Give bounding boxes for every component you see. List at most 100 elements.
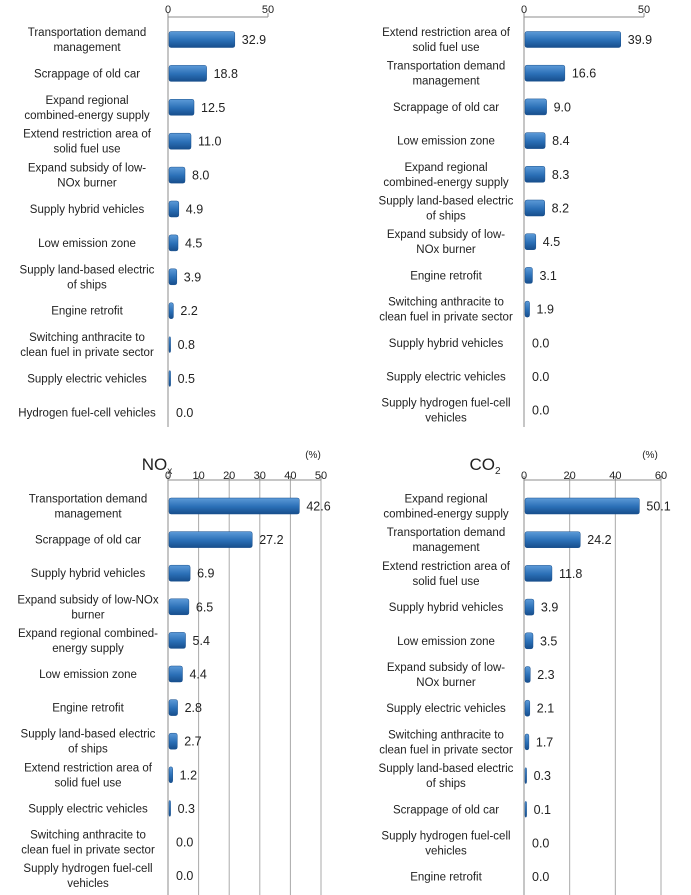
bar [168,65,207,82]
bar [168,200,180,218]
value-label: 4.5 [543,235,560,249]
category-label: Supply hydrogen fuel-cell vehicles [381,831,510,858]
value-label: 2.3 [537,668,554,682]
category-label: Expand regional combined-energy supply [383,494,509,521]
category-label: Engine retrofit [410,270,482,282]
tick-label: 50 [638,4,650,16]
bar [524,632,534,650]
value-label: 8.0 [192,169,209,183]
bar [168,531,253,548]
category-label: Expand regional combined-energy supply [18,628,158,655]
value-label: 1.9 [537,303,554,317]
category-label: Transportation demand management [387,527,505,554]
chart-top-right: 0 50 39.9 Extend restriction area of solid f… [379,4,652,427]
bar [524,98,547,116]
value-label: 42.6 [306,500,330,514]
bar [168,598,190,616]
category-label: Transportation demand management [28,27,146,54]
bar [524,598,535,616]
chart-title: NOx [142,455,173,477]
value-label: 2.8 [185,701,202,715]
category-label: Engine retrofit [51,306,123,318]
category-label: Supply hybrid vehicles [389,338,504,350]
value-label: 24.2 [587,533,611,547]
bar [168,336,171,353]
bar [524,64,566,82]
tick-label: 50 [315,470,327,482]
category-label: Supply land-based electric of ships [21,729,156,756]
tick-label: 10 [192,470,204,482]
tick-label: 20 [223,470,235,482]
bar [524,199,545,217]
category-label: Supply land-based electric of ships [379,763,514,790]
category-label: Supply hydrogen fuel-cell vehicles [381,398,510,425]
tick-label: 60 [655,470,667,482]
bar [168,370,171,387]
value-label: 2.2 [180,304,197,318]
bar [168,732,178,750]
category-label: Extend restriction area of solid fuel use [382,561,511,588]
bar [168,497,300,515]
bar [168,766,173,784]
bar [168,564,191,582]
category-label: Scrappage of old car [34,68,140,80]
tick-label: 0 [165,4,171,16]
bar [168,302,174,319]
value-label: 6.5 [196,600,213,614]
category-label: Switching anthracite to clean fuel in pri… [379,297,513,324]
value-label: 0.5 [178,372,195,386]
value-label: 9.0 [554,100,571,114]
value-label: 0.0 [176,406,193,420]
value-label: 0.3 [178,802,195,816]
value-label: 0.0 [532,870,549,884]
bar [524,565,553,582]
category-label: Expand subsidy of low-NOx burner [387,662,505,689]
value-label: 32.9 [242,33,266,47]
value-label: 0.0 [176,869,193,883]
value-label: 3.1 [539,269,556,283]
bar [524,666,531,683]
tick-label: 0 [521,470,527,482]
bar [524,132,546,149]
value-label: 0.8 [178,338,195,352]
value-label: 50.1 [646,500,670,514]
bar [168,31,236,48]
category-label: Switching anthracite to clean fuel in pri… [20,332,154,359]
tick-label: 40 [284,470,296,482]
value-label: 0.0 [532,370,549,384]
value-label: 4.9 [186,203,203,217]
value-label: 8.2 [552,202,569,216]
bar [524,300,530,318]
chart-title: CO2 [469,455,501,477]
value-label: 3.5 [540,634,557,648]
bar [168,99,195,116]
value-label: 0.0 [532,336,549,350]
value-label: 6.9 [197,567,214,581]
value-label: 5.4 [193,634,210,648]
value-label: 12.5 [201,101,225,115]
chart-nox: 0 10 20 30 40 50 NOx (%) 42.6 Transportation dema… [17,450,331,895]
category-label: Engine retrofit [410,872,482,884]
value-label: 3.9 [184,270,201,284]
category-label: Low emission zone [397,136,495,148]
value-label: 0.1 [534,803,551,817]
category-label: Supply electric vehicles [386,703,506,715]
value-label: 0.0 [176,836,193,850]
tick-label: 30 [254,470,266,482]
category-label: Supply electric vehicles [28,803,148,815]
value-label: 2.1 [537,702,554,716]
category-label: Supply hydrogen fuel-cell vehicles [23,863,152,890]
tick-label: 0 [521,4,527,16]
category-label: Expand regional combined-energy supply [24,95,150,122]
bar [168,268,178,286]
value-label: 8.3 [552,168,569,182]
bar [168,234,179,252]
category-label: Supply land-based electric of ships [379,196,514,223]
bar [524,497,640,515]
tick-label: 0 [165,470,171,482]
category-label: Expand subsidy of low-NOx burner [28,163,146,190]
value-label: 18.8 [214,67,238,81]
bar [168,665,183,683]
value-label: 0.3 [534,769,551,783]
